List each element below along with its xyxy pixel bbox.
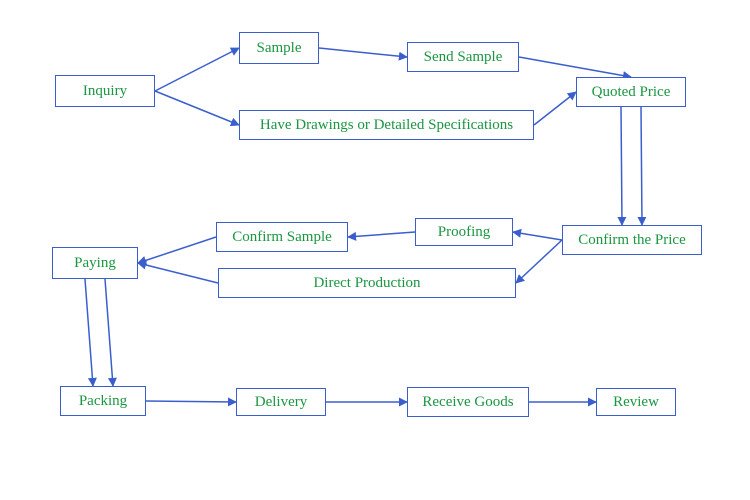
node-delivery: Delivery <box>236 388 326 416</box>
node-paying: Paying <box>52 247 138 279</box>
edge-sample-to-send-sample <box>319 48 407 57</box>
node-label: Sample <box>257 40 302 57</box>
edge-have-drawings-to-quoted-price <box>534 92 576 125</box>
edge-send-sample-to-quoted-price <box>519 57 631 77</box>
node-label: Inquiry <box>83 83 127 100</box>
edge-quoted-price-to-confirm-price <box>641 107 642 225</box>
edge-quoted-price-to-confirm-price <box>621 107 622 225</box>
node-label: Direct Production <box>313 275 420 292</box>
edge-packing-to-delivery <box>146 401 236 402</box>
node-label: Confirm Sample <box>232 229 332 246</box>
edge-proofing-to-confirm-sample <box>348 232 415 237</box>
node-label: Packing <box>79 393 127 410</box>
node-label: Receive Goods <box>422 394 513 411</box>
edge-confirm-sample-to-paying <box>138 237 216 263</box>
edge-direct-prod-to-paying <box>138 263 218 283</box>
node-have-drawings: Have Drawings or Detailed Specifications <box>239 110 534 140</box>
node-label: Paying <box>74 255 116 272</box>
node-review: Review <box>596 388 676 416</box>
edge-inquiry-to-have-drawings <box>155 91 239 125</box>
node-label: Have Drawings or Detailed Specifications <box>260 117 513 134</box>
node-confirm-sample: Confirm Sample <box>216 222 348 252</box>
node-label: Confirm the Price <box>578 232 685 249</box>
node-label: Proofing <box>438 224 491 241</box>
node-receive-goods: Receive Goods <box>407 387 529 417</box>
edge-confirm-price-to-proofing <box>513 232 562 240</box>
node-quoted-price: Quoted Price <box>576 77 686 107</box>
node-label: Delivery <box>255 394 307 411</box>
node-sample: Sample <box>239 32 319 64</box>
node-confirm-price: Confirm the Price <box>562 225 702 255</box>
edge-paying-to-packing <box>85 279 93 386</box>
edge-confirm-price-to-direct-prod <box>516 240 562 283</box>
node-inquiry: Inquiry <box>55 75 155 107</box>
node-packing: Packing <box>60 386 146 416</box>
edge-paying-to-packing <box>105 279 113 386</box>
node-proofing: Proofing <box>415 218 513 246</box>
node-label: Review <box>613 394 659 411</box>
node-label: Quoted Price <box>592 84 671 101</box>
node-direct-prod: Direct Production <box>218 268 516 298</box>
node-label: Send Sample <box>424 49 503 66</box>
edge-inquiry-to-sample <box>155 48 239 91</box>
node-send-sample: Send Sample <box>407 42 519 72</box>
